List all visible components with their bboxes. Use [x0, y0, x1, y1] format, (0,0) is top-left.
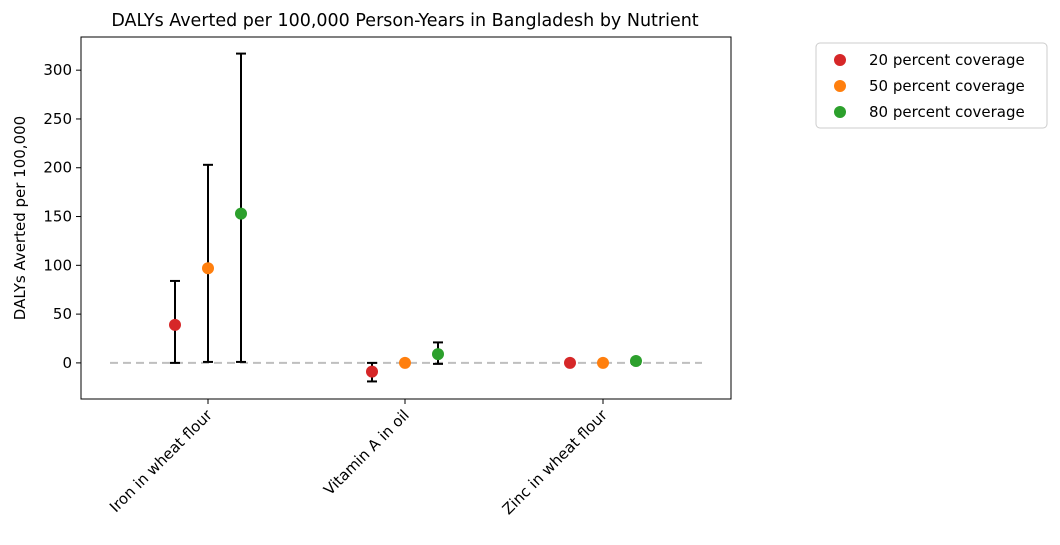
y-tick-label: 250	[43, 110, 72, 128]
data-point	[564, 356, 576, 369]
chart-title: DALYs Averted per 100,000 Person-Years i…	[111, 11, 698, 31]
data-point	[432, 348, 444, 361]
data-point	[366, 365, 378, 378]
y-tick-label: 200	[43, 159, 72, 177]
y-tick-label: 0	[62, 354, 72, 372]
y-tick-label: 50	[53, 305, 72, 323]
legend-marker	[834, 80, 846, 92]
legend-entry-label: 20 percent coverage	[869, 51, 1025, 69]
legend: 20 percent coverage 50 percent coverage 80…	[815, 42, 1048, 129]
x-tick-label: Zinc in wheat flour	[499, 406, 612, 519]
data-point	[169, 318, 181, 331]
data-point	[630, 354, 642, 367]
data-point	[202, 262, 214, 275]
data-point	[399, 356, 411, 369]
legend-entry-label: 50 percent coverage	[869, 77, 1025, 95]
x-tick-label: Iron in wheat flour	[106, 406, 216, 516]
y-tick-label: 150	[43, 208, 72, 226]
legend-marker	[834, 54, 846, 66]
x-tick-label: Vitamin A in oil	[320, 406, 413, 499]
legend-box	[815, 42, 1048, 129]
legend-entry-label: 80 percent coverage	[869, 103, 1025, 121]
y-axis-label: DALYs Averted per 100,000	[11, 116, 29, 320]
data-point	[597, 356, 609, 369]
y-tick-label: 300	[43, 61, 72, 79]
plot-frame	[80, 36, 732, 400]
data-point	[235, 207, 247, 220]
y-tick-label: 100	[43, 256, 72, 274]
legend-marker	[834, 106, 846, 118]
plot-area: 0 50 100 150 200 250 300 Iron in wheat flour Vit…	[43, 36, 732, 519]
